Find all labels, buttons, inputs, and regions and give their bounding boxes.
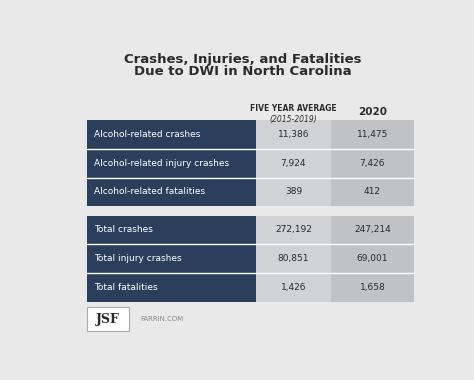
FancyBboxPatch shape xyxy=(331,244,414,273)
Text: Crashes, Injuries, and Fatalities: Crashes, Injuries, and Fatalities xyxy=(124,53,362,66)
Text: Total crashes: Total crashes xyxy=(94,225,153,234)
Text: 1,426: 1,426 xyxy=(281,283,306,292)
FancyBboxPatch shape xyxy=(331,215,414,244)
Text: Due to DWI in North Carolina: Due to DWI in North Carolina xyxy=(134,65,352,78)
FancyBboxPatch shape xyxy=(256,177,331,206)
Text: 7,924: 7,924 xyxy=(281,159,306,168)
Text: 1,658: 1,658 xyxy=(360,283,385,292)
FancyBboxPatch shape xyxy=(331,177,414,206)
FancyBboxPatch shape xyxy=(87,244,256,273)
Text: 11,475: 11,475 xyxy=(357,130,388,139)
Text: 69,001: 69,001 xyxy=(356,254,388,263)
Text: FARRIN.COM: FARRIN.COM xyxy=(140,316,183,322)
Text: Total fatalities: Total fatalities xyxy=(94,283,158,292)
FancyBboxPatch shape xyxy=(331,149,414,177)
Text: JSF: JSF xyxy=(96,313,120,326)
FancyBboxPatch shape xyxy=(331,273,414,302)
Text: 7,426: 7,426 xyxy=(360,159,385,168)
FancyBboxPatch shape xyxy=(87,273,256,302)
Text: 272,192: 272,192 xyxy=(275,225,312,234)
FancyBboxPatch shape xyxy=(87,177,256,206)
FancyBboxPatch shape xyxy=(256,149,331,177)
Text: 412: 412 xyxy=(364,187,381,196)
Text: FIVE YEAR AVERAGE: FIVE YEAR AVERAGE xyxy=(250,104,337,113)
FancyBboxPatch shape xyxy=(331,120,414,149)
Text: Alcohol-related fatalities: Alcohol-related fatalities xyxy=(94,187,205,196)
Text: 2020: 2020 xyxy=(358,107,387,117)
FancyBboxPatch shape xyxy=(256,215,331,244)
FancyBboxPatch shape xyxy=(256,120,331,149)
FancyBboxPatch shape xyxy=(256,273,331,302)
Text: 80,851: 80,851 xyxy=(278,254,309,263)
Text: 389: 389 xyxy=(285,187,302,196)
Text: 11,386: 11,386 xyxy=(278,130,309,139)
FancyBboxPatch shape xyxy=(87,120,256,149)
Text: 247,214: 247,214 xyxy=(354,225,391,234)
FancyBboxPatch shape xyxy=(87,307,129,331)
FancyBboxPatch shape xyxy=(87,149,256,177)
Text: Total injury crashes: Total injury crashes xyxy=(94,254,182,263)
FancyBboxPatch shape xyxy=(256,244,331,273)
Text: (2015-2019): (2015-2019) xyxy=(270,115,317,124)
Text: Alcohol-related crashes: Alcohol-related crashes xyxy=(94,130,201,139)
Text: Alcohol-related injury crashes: Alcohol-related injury crashes xyxy=(94,159,229,168)
FancyBboxPatch shape xyxy=(87,215,256,244)
